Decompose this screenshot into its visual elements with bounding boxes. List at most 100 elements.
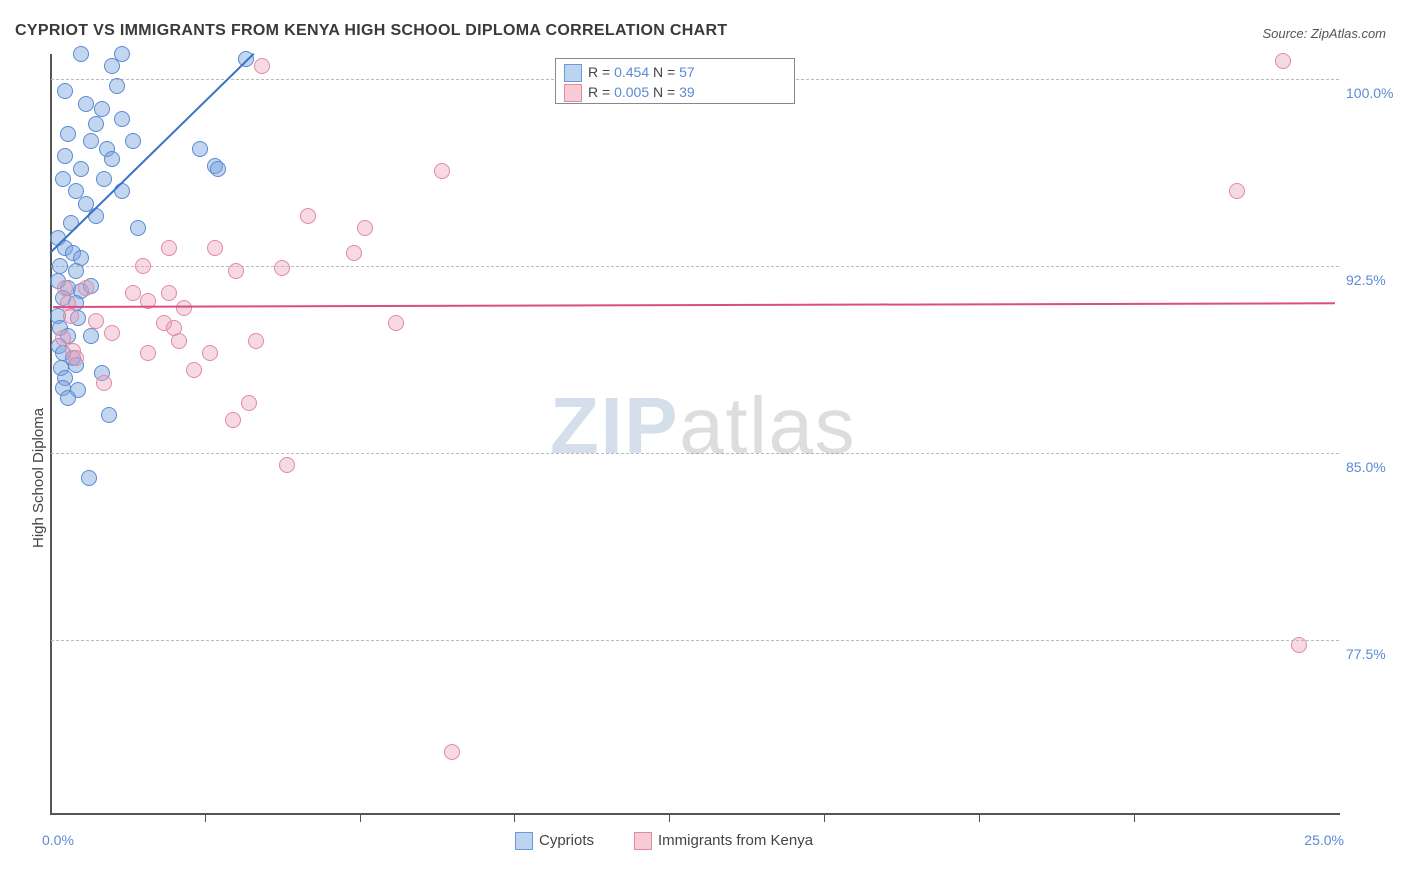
x-tick [205,814,206,822]
x-limit-label: 25.0% [1294,832,1344,848]
stats-legend: R = 0.454 N = 57R = 0.005 N = 39 [555,58,795,104]
source-credit: Source: ZipAtlas.com [1262,26,1386,41]
scatter-point [346,245,362,261]
scatter-point [135,258,151,274]
scatter-point [176,300,192,316]
scatter-point [171,333,187,349]
x-tick [1134,814,1135,822]
scatter-point [88,116,104,132]
scatter-point [300,208,316,224]
legend-swatch [634,832,652,850]
scatter-point [225,412,241,428]
scatter-point [104,325,120,341]
scatter-point [434,163,450,179]
series-legend-item: Cypriots [515,832,594,850]
scatter-point [83,133,99,149]
scatter-point [60,390,76,406]
x-axis [50,813,1340,815]
scatter-point [210,161,226,177]
scatter-point [57,148,73,164]
scatter-point [73,46,89,62]
scatter-point [279,457,295,473]
y-axis-label: High School Diploma [30,408,47,548]
series-legend-label: Immigrants from Kenya [658,832,813,849]
y-tick-label: 100.0% [1346,85,1393,101]
scatter-point [94,101,110,117]
series-legend-item: Immigrants from Kenya [634,832,813,850]
trend-line [49,53,254,254]
y-tick-label: 92.5% [1346,272,1386,288]
x-tick [514,814,515,822]
legend-r-label: R = [588,64,614,80]
grid-line [51,266,1339,267]
scatter-point [254,58,270,74]
grid-line [51,640,1339,641]
legend-n-label: N = [649,84,679,100]
trend-line [53,302,1335,308]
legend-r-label: R = [588,84,614,100]
y-tick-label: 85.0% [1346,459,1386,475]
scatter-point [63,308,79,324]
scatter-point [101,407,117,423]
scatter-point [52,258,68,274]
y-tick-label: 77.5% [1346,646,1386,662]
scatter-point [88,313,104,329]
x-tick [824,814,825,822]
x-tick [979,814,980,822]
scatter-point [125,133,141,149]
x-tick [360,814,361,822]
scatter-point [104,58,120,74]
legend-r-value: 0.005 [614,84,649,100]
scatter-point [68,350,84,366]
chart-title: CYPRIOT VS IMMIGRANTS FROM KENYA HIGH SC… [15,22,728,40]
scatter-point [109,78,125,94]
scatter-point [96,375,112,391]
scatter-point [140,345,156,361]
legend-n-value: 57 [679,64,695,80]
scatter-point [125,285,141,301]
scatter-point [63,215,79,231]
scatter-point [73,161,89,177]
x-tick [669,814,670,822]
scatter-point [104,151,120,167]
scatter-point [228,263,244,279]
scatter-point [96,171,112,187]
legend-n-label: N = [649,64,679,80]
stats-legend-row: R = 0.005 N = 39 [564,83,695,102]
series-legend-label: Cypriots [539,832,594,849]
scatter-point [130,220,146,236]
scatter-point [192,141,208,157]
stats-legend-row: R = 0.454 N = 57 [564,63,695,82]
grid-line [51,453,1339,454]
scatter-point [78,96,94,112]
legend-n-value: 39 [679,84,695,100]
scatter-point [202,345,218,361]
scatter-point [388,315,404,331]
scatter-point [207,240,223,256]
scatter-point [444,744,460,760]
scatter-point [161,285,177,301]
scatter-point [1275,53,1291,69]
legend-swatch [515,832,533,850]
scatter-point [68,263,84,279]
scatter-point [60,126,76,142]
scatter-point [57,83,73,99]
scatter-point [248,333,264,349]
legend-r-value: 0.454 [614,64,649,80]
scatter-point [186,362,202,378]
legend-swatch [564,64,582,82]
scatter-point [357,220,373,236]
scatter-point [161,240,177,256]
scatter-point [241,395,257,411]
scatter-point [83,328,99,344]
scatter-point [1229,183,1245,199]
scatter-point [78,280,94,296]
scatter-point [114,111,130,127]
scatter-point [274,260,290,276]
x-limit-label: 0.0% [42,832,74,848]
series-legend: Cypriots Immigrants from Kenya [515,832,853,850]
scatter-point [81,470,97,486]
scatter-point [55,171,71,187]
legend-swatch [564,84,582,102]
scatter-point [1291,637,1307,653]
